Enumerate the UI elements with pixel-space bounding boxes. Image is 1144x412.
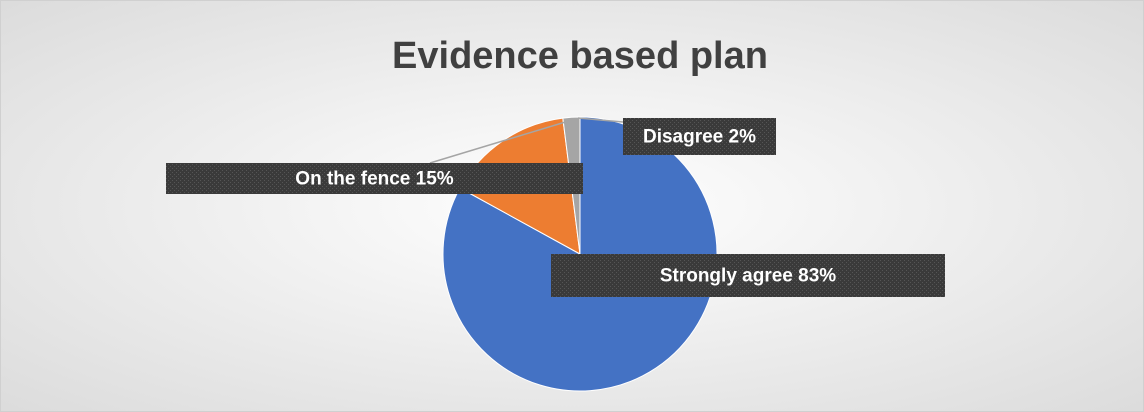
pie-slice (442, 116, 718, 392)
leader-line (577, 117, 624, 123)
data-label-box (166, 163, 583, 194)
data-label: Strongly agree 83% (660, 266, 836, 287)
chart-title: Evidence based plan (392, 35, 768, 77)
data-label-box (623, 118, 776, 155)
data-labels: Strongly agree 83% On the fence 15% Disagr… (166, 118, 945, 297)
data-label-box (551, 254, 945, 297)
data-label: Disagree 2% (643, 127, 756, 148)
data-label: On the fence 15% (295, 169, 453, 190)
leader-line (429, 119, 573, 164)
